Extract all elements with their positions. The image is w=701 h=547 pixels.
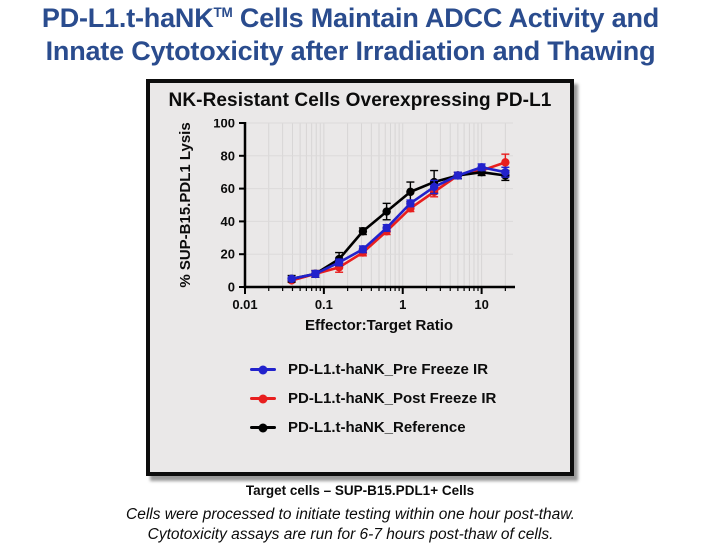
slide-title-line1-rest: Cells Maintain ADCC Activity and xyxy=(232,3,660,33)
chart-panel: NK-Resistant Cells Overexpressing PD-L1 … xyxy=(146,79,574,476)
svg-text:40: 40 xyxy=(221,214,235,229)
svg-text:80: 80 xyxy=(221,148,235,163)
target-cells-caption: Target cells – SUP-B15.PDL1+ Cells xyxy=(245,483,475,498)
chart-legend: PD-L1.t-haNK_Pre Freeze IR PD-L1.t-haNK_… xyxy=(250,361,496,436)
legend-item-pre-freeze-ir: PD-L1.t-haNK_Pre Freeze IR xyxy=(250,361,496,378)
legend-item-reference: PD-L1.t-haNK_Reference xyxy=(250,419,496,436)
svg-text:% SUP-B15.PDL1 Lysis: % SUP-B15.PDL1 Lysis xyxy=(177,122,194,287)
slide-title: PD-L1.t-haNKTM Cells Maintain ADCC Activ… xyxy=(0,0,701,68)
footer-line1: Cells were processed to initiate testing… xyxy=(126,506,575,523)
legend-label-pre-freeze-ir: PD-L1.t-haNK_Pre Freeze IR xyxy=(288,361,489,378)
svg-text:0: 0 xyxy=(228,280,235,295)
svg-text:60: 60 xyxy=(221,181,235,196)
trademark-superscript: TM xyxy=(213,5,233,20)
svg-text:10: 10 xyxy=(474,297,488,312)
legend-marker-red-line-dot xyxy=(250,394,276,403)
footer-line2: Cytotoxicity assays are run for 6-7 hour… xyxy=(147,526,554,544)
legend-marker-black-line-dot xyxy=(250,423,276,432)
legend-dot-icon xyxy=(258,423,268,432)
legend-label-reference: PD-L1.t-haNK_Reference xyxy=(288,419,466,436)
svg-text:Effector:Target Ratio: Effector:Target Ratio xyxy=(305,317,453,334)
svg-text:100: 100 xyxy=(213,119,235,131)
legend-dot-icon xyxy=(258,365,268,374)
svg-text:20: 20 xyxy=(221,247,235,262)
slide-title-line1: PD-L1.t-haNKTM Cells Maintain ADCC Activ… xyxy=(42,3,659,33)
footer-notes: Cells were processed to initiate testing… xyxy=(0,505,701,546)
legend-marker-blue-line-dot xyxy=(250,365,276,374)
legend-label-post-freeze-ir: PD-L1.t-haNK_Post Freeze IR xyxy=(288,390,497,407)
legend-dot-icon xyxy=(258,394,268,403)
legend-item-post-freeze-ir: PD-L1.t-haNK_Post Freeze IR xyxy=(250,390,496,407)
chart-title: NK-Resistant Cells Overexpressing PD-L1 xyxy=(168,90,552,111)
svg-text:1: 1 xyxy=(399,297,406,312)
slide-title-product: PD-L1.t-haNK xyxy=(41,3,214,33)
svg-text:0.1: 0.1 xyxy=(315,297,333,312)
svg-text:0.01: 0.01 xyxy=(232,297,257,312)
slide-title-line2: Innate Cytotoxicity after Irradiation an… xyxy=(45,35,656,66)
dose-response-chart: 0 20 40 60 80 100 0.01 0.1 1 10 Effector:Target Ra… xyxy=(177,119,515,334)
